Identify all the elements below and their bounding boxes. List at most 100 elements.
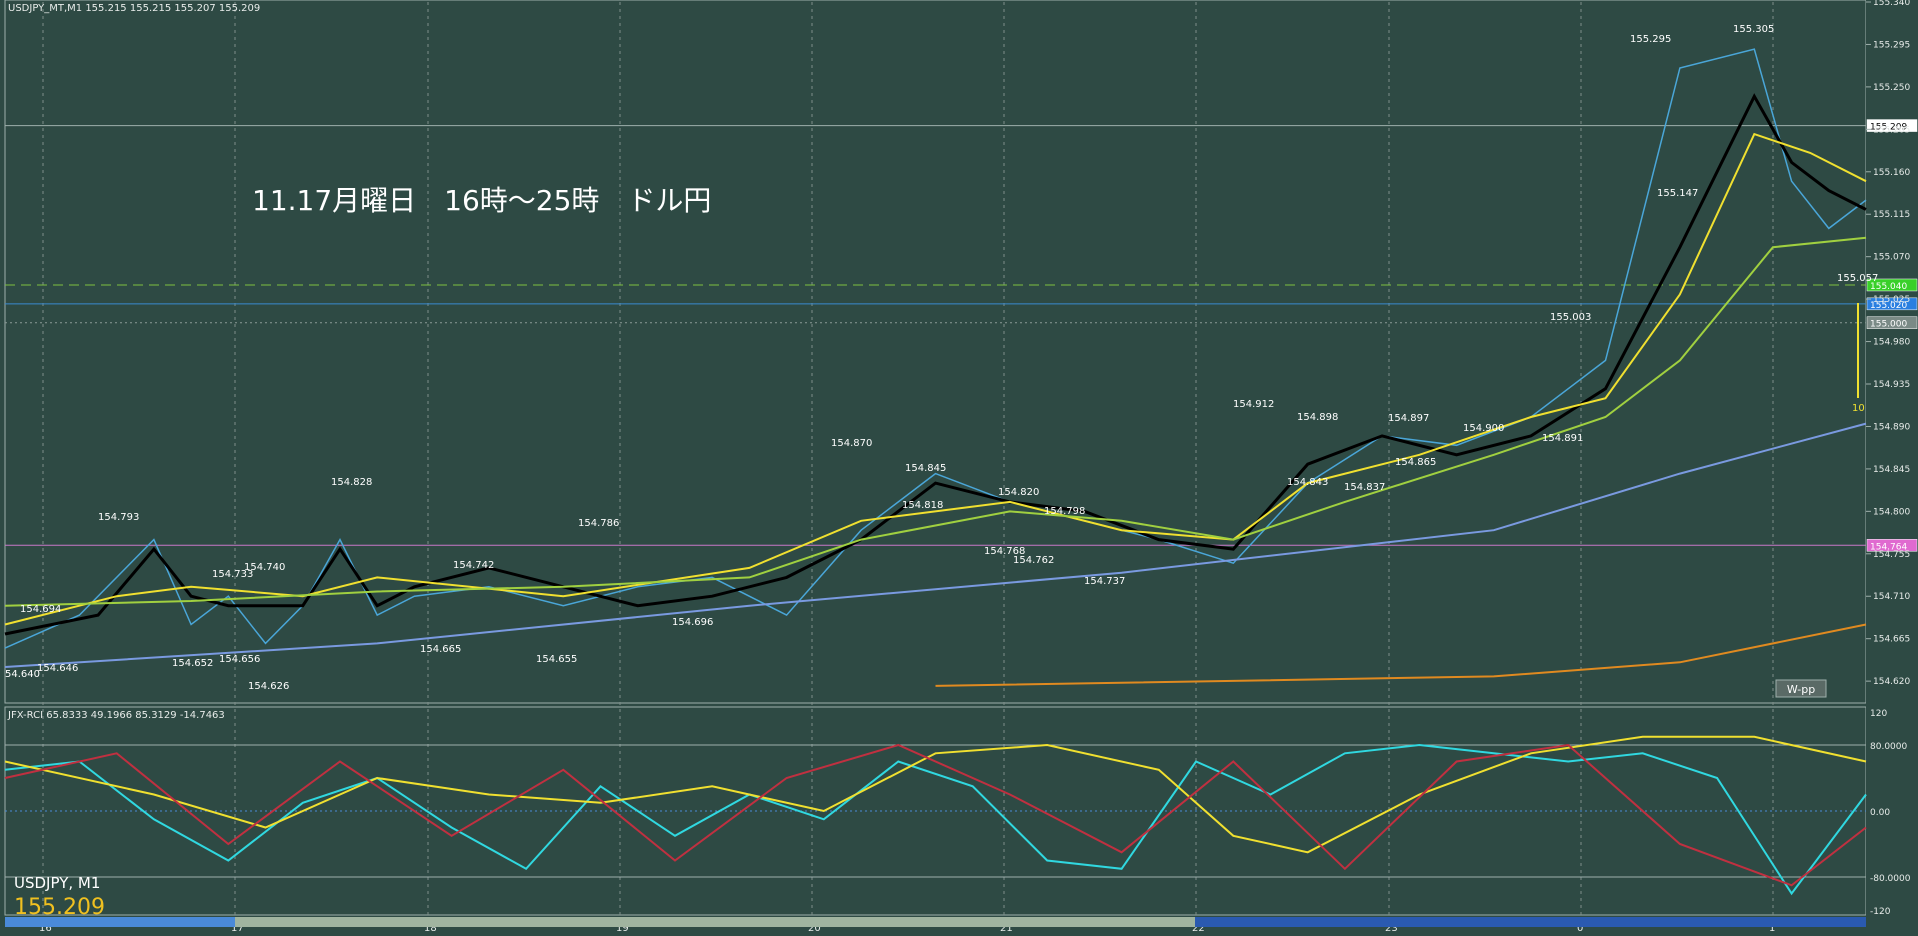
corner-price: 155.209 [14, 895, 105, 920]
price-label: 154.655 [536, 654, 577, 665]
price-tick-label: 154.935 [1873, 380, 1910, 390]
price-tick-label: 154.755 [1873, 550, 1910, 560]
time-tick-label: 0 [1577, 923, 1583, 934]
price-tick-label: 154.620 [1873, 677, 1910, 687]
price-annotations: 155.295 155.305 155.147 155.057 155.003 154.9… [5, 24, 1878, 692]
price-label: 154.768 [984, 546, 1025, 557]
series-ema-green [4, 236, 1867, 607]
level-label: 155.209 [1870, 123, 1907, 133]
time-tick-label: 22 [1192, 923, 1205, 934]
price-label: 54.640 [5, 669, 40, 680]
price-axis-background [1866, 0, 1918, 936]
level-tag [1866, 316, 1918, 329]
level-label: 154.764 [1870, 542, 1907, 552]
series-ma-blue [4, 422, 1867, 668]
price-label: 154.870 [831, 438, 872, 449]
price-label: 155.147 [1657, 188, 1698, 199]
time-tick-label: 18 [424, 923, 437, 934]
price-label: 154.818 [902, 500, 943, 511]
price-label: 154.665 [420, 644, 461, 655]
time-tick-label: 19 [616, 923, 629, 934]
rci-scale-label: 0.00 [1870, 808, 1890, 818]
price-label: 154.793 [98, 512, 139, 523]
price-label: 154.900 [1463, 423, 1504, 434]
price-label: 154.626 [248, 681, 289, 692]
price-label: 154.843 [1287, 477, 1328, 488]
time-tick-label: 20 [808, 923, 821, 934]
rci-scale-label: 120 [1870, 709, 1887, 719]
price-axis: 155.340 155.295 155.250 155.205 155.160 155.1… [1866, 0, 1911, 917]
price-label: 154.696 [672, 617, 713, 628]
session-bar-dark-blue [1195, 917, 1866, 927]
price-label: 154.737 [1084, 576, 1125, 587]
time-gridlines [42, 2, 1774, 915]
session-bar-grey [235, 917, 1195, 927]
time-tick-label: 1 [1769, 923, 1775, 934]
price-label: 154.740 [244, 562, 285, 573]
price-tick-label: 155.205 [1873, 125, 1910, 135]
price-label: 155.057 [1837, 273, 1878, 284]
series-price [4, 48, 1867, 649]
price-label: 154.652 [172, 658, 213, 669]
price-tick-label: 155.025 [1873, 295, 1910, 305]
corner-symbol: USDJPY, M1 [14, 874, 100, 892]
price-label: 154.865 [1395, 457, 1436, 468]
price-label: 155.295 [1630, 34, 1671, 45]
rci-scale-label: -120 [1870, 907, 1891, 917]
rci-rci-red [4, 743, 1867, 887]
rci-scale-label: -80.0000 [1870, 874, 1911, 884]
price-label: 154.820 [998, 487, 1039, 498]
time-tick-label: 23 [1385, 923, 1398, 934]
price-tick-label: 155.295 [1873, 40, 1910, 50]
level-label: 155.020 [1870, 301, 1907, 311]
price-panel [4, 0, 1867, 704]
time-axis: 16 17 18 19 20 21 22 23 0 1 [39, 923, 1775, 934]
level-tag [1866, 278, 1918, 292]
price-tick-label: 154.710 [1873, 592, 1910, 602]
level-label: 155.000 [1870, 320, 1907, 330]
rci-rci-cyan [4, 743, 1867, 896]
rci-scale-label: 80.0000 [1870, 742, 1907, 752]
marked-price-levels: 155.209 155.040 155.020 155.000 154.764 [5, 119, 1918, 552]
price-label: 154.762 [1013, 555, 1054, 566]
wpp-button[interactable] [1775, 679, 1827, 698]
time-tick-label: 21 [1000, 923, 1013, 934]
price-tick-label: 155.160 [1873, 168, 1910, 178]
price-label: 154.798 [1044, 506, 1085, 517]
price-label: 154.898 [1297, 412, 1338, 423]
price-label: 155.003 [1550, 312, 1591, 323]
session-bar-blue [5, 917, 235, 927]
rci-lines [4, 735, 1867, 896]
annotation-title: 11.17月曜日 16時～25時 ドル円 [252, 184, 711, 217]
price-tick-label: 154.665 [1873, 635, 1910, 645]
price-tick-label: 155.250 [1873, 83, 1910, 93]
rci-indicator-label: JFX-RCI 65.8333 49.1966 85.3129 -14.7463 [7, 710, 225, 721]
level-tag [1866, 539, 1918, 552]
price-label: 154.897 [1388, 413, 1429, 424]
price-label: 155.305 [1733, 24, 1774, 35]
price-label: 154.828 [331, 477, 372, 488]
price-label: 154.733 [212, 569, 253, 580]
price-tick-label: 154.845 [1873, 465, 1910, 475]
price-label: 154.837 [1344, 482, 1385, 493]
time-tick-label: 16 [39, 923, 52, 934]
time-tick-label: 17 [231, 923, 244, 934]
price-label: 154.646 [37, 663, 78, 674]
price-label: 154.912 [1233, 399, 1274, 410]
price-label: 154.694 [20, 604, 61, 615]
vline-label: 10 [1852, 403, 1865, 414]
price-label: 154.786 [578, 518, 619, 529]
price-tick-label: 154.980 [1873, 338, 1910, 348]
level-label: 155.040 [1870, 282, 1907, 292]
price-tick-label: 154.800 [1873, 507, 1910, 517]
level-tag [1866, 119, 1918, 132]
price-tick-label: 154.890 [1873, 422, 1910, 432]
price-tick-label: 155.115 [1873, 210, 1910, 220]
price-tick-label: 155.070 [1873, 253, 1910, 263]
level-tag [1866, 297, 1918, 311]
price-label: 154.845 [905, 463, 946, 474]
price-series [4, 48, 1867, 687]
rci-rci-yellow [4, 735, 1867, 854]
symbol-line: USDJPY_MT,M1 155.215 155.215 155.207 155… [8, 3, 260, 14]
